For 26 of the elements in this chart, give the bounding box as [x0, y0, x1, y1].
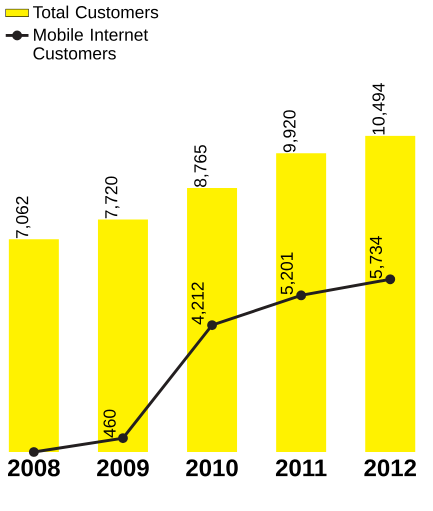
- data-label: 8,765: [194, 145, 209, 187]
- point: [207, 320, 217, 330]
- x-tick-label: 2011: [276, 459, 327, 476]
- bar: [365, 136, 416, 452]
- x-tick-label: 2010: [186, 459, 238, 476]
- data-label: 10,494: [372, 83, 387, 134]
- data-label: 5,201: [280, 252, 295, 294]
- x-tick-label: 2012: [364, 459, 416, 476]
- x-tick-label: 2008: [8, 459, 60, 476]
- legend-label: Total Customers: [33, 6, 158, 18]
- data-label: 7,720: [105, 176, 120, 218]
- point: [118, 433, 128, 444]
- point: [385, 274, 396, 284]
- x-tick-label: 2009: [97, 459, 149, 476]
- legend-label: Mobile Internet Customers: [34, 28, 148, 60]
- bar: [98, 219, 148, 452]
- data-label: 4,212: [192, 282, 206, 324]
- bar: [8, 239, 59, 452]
- data-label: 5,734: [370, 236, 384, 278]
- data-label: 9,920: [283, 110, 298, 152]
- bar: [276, 153, 326, 452]
- data-label: 460: [103, 410, 116, 438]
- bar: [187, 188, 238, 452]
- data-label: 7,062: [16, 196, 30, 238]
- point: [28, 447, 39, 457]
- point: [296, 290, 306, 300]
